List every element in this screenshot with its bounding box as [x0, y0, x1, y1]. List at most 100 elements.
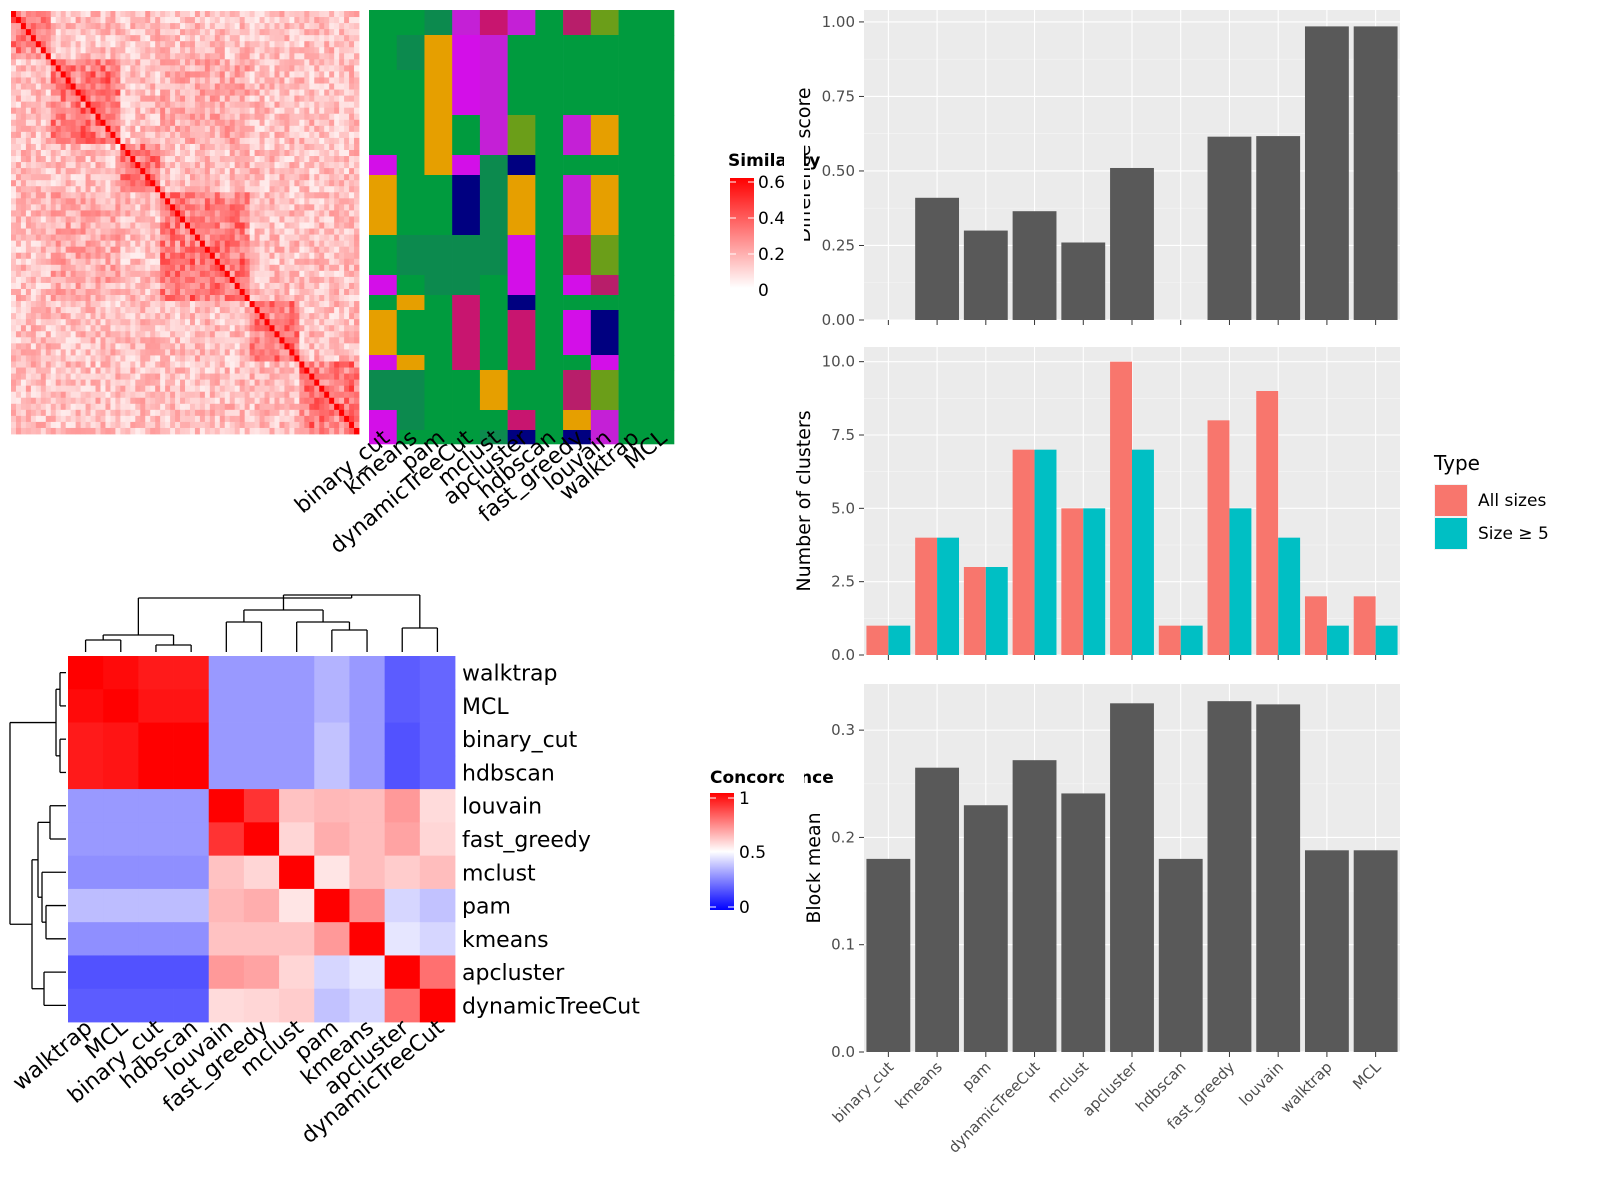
- similarity-cell: [90, 367, 96, 374]
- similarity-cell: [165, 71, 171, 78]
- similarity-cell: [289, 421, 295, 429]
- similarity-cell: [65, 89, 72, 96]
- similarity-cell: [239, 301, 246, 308]
- similarity-cell: [274, 11, 280, 18]
- similarity-cell: [165, 186, 171, 193]
- similarity-cell: [70, 307, 77, 314]
- similarity-cell: [314, 246, 320, 254]
- similarity-cell: [60, 427, 67, 435]
- similarity-cell: [339, 282, 345, 290]
- similarity-cell: [354, 113, 360, 121]
- similarity-cell: [194, 343, 201, 350]
- similarity-cell: [70, 11, 77, 18]
- similarity-cell: [25, 174, 32, 181]
- similarity-cell: [279, 246, 285, 254]
- similarity-cell: [15, 246, 22, 254]
- similarity-cell: [25, 119, 32, 127]
- similarity-cell: [254, 301, 260, 308]
- similarity-cell: [264, 125, 270, 133]
- similarity-cell: [214, 65, 221, 72]
- similarity-cell: [214, 59, 221, 66]
- similarity-cell: [194, 282, 201, 290]
- similarity-cell: [35, 240, 42, 248]
- similarity-cell: [105, 101, 111, 109]
- similarity-cell: [125, 367, 131, 374]
- similarity-cell: [95, 192, 101, 199]
- similarity-cell: [254, 403, 260, 411]
- similarity-cell: [204, 349, 211, 356]
- similarity-cell: [150, 264, 156, 272]
- similarity-cell: [11, 222, 17, 229]
- similarity-cell: [284, 288, 290, 296]
- similarity-cell: [100, 156, 106, 163]
- similarity-cell: [15, 204, 22, 211]
- similarity-cell: [234, 113, 241, 121]
- similarity-cell: [125, 264, 131, 272]
- similarity-cell: [219, 391, 226, 399]
- similarity-cell: [25, 421, 32, 429]
- similarity-cell: [80, 246, 86, 254]
- similarity-cell: [50, 53, 57, 60]
- similarity-cell: [214, 216, 221, 223]
- similarity-cell: [95, 313, 101, 320]
- similarity-cell: [329, 228, 335, 235]
- similarity-cell: [175, 35, 181, 42]
- similarity-cell: [209, 391, 216, 399]
- similarity-cell: [25, 228, 32, 235]
- similarity-cell: [45, 41, 52, 48]
- similarity-cell: [209, 149, 216, 157]
- similarity-cell: [249, 276, 255, 284]
- similarity-cell: [130, 137, 136, 145]
- similarity-cell: [35, 180, 42, 187]
- similarity-cell: [100, 143, 106, 151]
- similarity-cell: [264, 119, 270, 127]
- similarity-cell: [105, 288, 111, 296]
- similarity-cell: [344, 204, 350, 211]
- similarity-cell: [180, 198, 186, 205]
- similarity-cell: [75, 264, 81, 272]
- similarity-cell: [344, 288, 350, 296]
- similarity-cell: [160, 264, 166, 272]
- similarity-cell: [284, 264, 290, 272]
- similarity-cell: [130, 143, 136, 151]
- similarity-cell: [304, 373, 310, 381]
- similarity-cell: [20, 119, 27, 127]
- similarity-cell: [304, 53, 310, 60]
- similarity-cell: [244, 35, 251, 42]
- similarity-cell: [60, 252, 67, 260]
- similarity-cell: [284, 349, 290, 356]
- similarity-cell: [40, 174, 47, 181]
- similarity-cell: [50, 186, 57, 193]
- similarity-cell: [249, 113, 255, 121]
- similarity-cell: [95, 174, 101, 181]
- similarity-cell: [105, 53, 111, 60]
- similarity-cell: [284, 301, 290, 308]
- similarity-cell: [100, 89, 106, 96]
- similarity-cell: [150, 282, 156, 290]
- method-cluster-cell: [452, 115, 481, 156]
- similarity-cell: [75, 246, 81, 254]
- similarity-cell: [254, 258, 260, 266]
- similarity-cell: [115, 295, 121, 302]
- similarity-cell: [105, 228, 111, 235]
- similarity-cell: [35, 125, 42, 133]
- similarity-cell: [130, 295, 136, 302]
- similarity-cell: [219, 337, 226, 344]
- similarity-cell: [125, 379, 131, 387]
- similarity-cell: [319, 313, 325, 320]
- similarity-cell: [259, 252, 265, 260]
- similarity-cell: [140, 288, 146, 296]
- similarity-cell: [279, 240, 285, 248]
- similarity-cell: [219, 319, 226, 326]
- similarity-cell: [185, 234, 191, 242]
- similarity-cell: [155, 192, 161, 199]
- similarity-cell: [299, 246, 305, 254]
- similarity-cell: [284, 23, 290, 30]
- similarity-cell: [180, 421, 186, 429]
- similarity-cell: [70, 83, 77, 90]
- similarity-cell: [185, 89, 191, 96]
- similarity-cell: [229, 228, 236, 235]
- similarity-cell: [254, 53, 260, 60]
- similarity-cell: [160, 397, 166, 405]
